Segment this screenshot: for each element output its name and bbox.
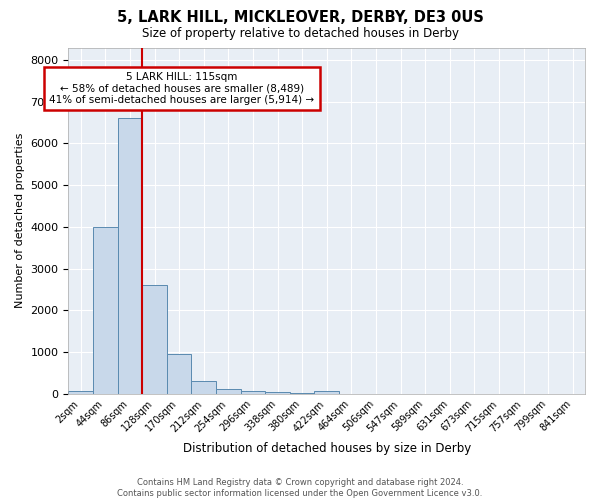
Bar <box>290 392 314 394</box>
Bar <box>118 118 142 394</box>
Text: 5, LARK HILL, MICKLEOVER, DERBY, DE3 0US: 5, LARK HILL, MICKLEOVER, DERBY, DE3 0US <box>116 10 484 25</box>
Text: 5 LARK HILL: 115sqm
← 58% of detached houses are smaller (8,489)
41% of semi-det: 5 LARK HILL: 115sqm ← 58% of detached ho… <box>49 72 314 105</box>
Bar <box>68 391 93 394</box>
Bar <box>314 392 339 394</box>
Bar <box>241 390 265 394</box>
Y-axis label: Number of detached properties: Number of detached properties <box>15 133 25 308</box>
Bar <box>265 392 290 394</box>
Bar <box>216 388 241 394</box>
Text: Size of property relative to detached houses in Derby: Size of property relative to detached ho… <box>142 28 458 40</box>
Bar <box>191 382 216 394</box>
Bar <box>142 286 167 394</box>
Bar <box>93 227 118 394</box>
X-axis label: Distribution of detached houses by size in Derby: Distribution of detached houses by size … <box>182 442 471 455</box>
Bar <box>167 354 191 394</box>
Text: Contains HM Land Registry data © Crown copyright and database right 2024.
Contai: Contains HM Land Registry data © Crown c… <box>118 478 482 498</box>
